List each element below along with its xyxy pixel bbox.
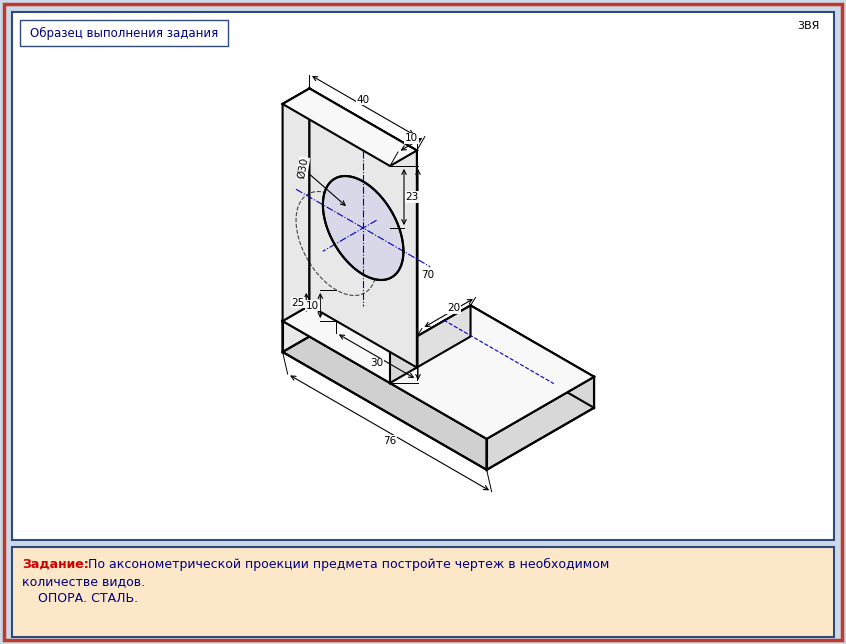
FancyBboxPatch shape (20, 20, 228, 46)
Polygon shape (283, 290, 337, 352)
Text: 40: 40 (357, 95, 370, 104)
FancyBboxPatch shape (12, 12, 834, 540)
Polygon shape (283, 290, 594, 439)
Text: 70: 70 (421, 269, 435, 279)
Polygon shape (390, 151, 417, 383)
Text: количестве видов.: количестве видов. (22, 575, 146, 588)
Text: Образец выполнения задания: Образец выполнения задания (30, 26, 218, 39)
Text: 76: 76 (383, 436, 396, 446)
Text: 10: 10 (305, 301, 319, 310)
Text: ОПОРА. СТАЛЬ.: ОПОРА. СТАЛЬ. (22, 592, 138, 605)
Text: Ø30: Ø30 (296, 156, 310, 180)
Polygon shape (486, 377, 594, 470)
Polygon shape (283, 88, 310, 321)
Polygon shape (283, 88, 417, 166)
Polygon shape (417, 305, 470, 368)
FancyBboxPatch shape (12, 547, 834, 637)
Text: По аксонометрической проекции предмета постройте чертеж в необходимом: По аксонометрической проекции предмета п… (84, 558, 609, 571)
Text: 20: 20 (448, 303, 460, 313)
Polygon shape (337, 290, 417, 368)
FancyBboxPatch shape (4, 4, 842, 640)
Polygon shape (310, 88, 417, 368)
Text: 25: 25 (292, 298, 305, 307)
Text: 3ВЯ: 3ВЯ (797, 21, 819, 31)
Text: 23: 23 (405, 192, 419, 202)
Text: Задание:: Задание: (22, 558, 89, 571)
Polygon shape (470, 305, 594, 408)
Text: 10: 10 (405, 133, 418, 143)
PathPatch shape (323, 176, 404, 280)
Text: 30: 30 (370, 358, 383, 368)
Polygon shape (283, 321, 486, 470)
